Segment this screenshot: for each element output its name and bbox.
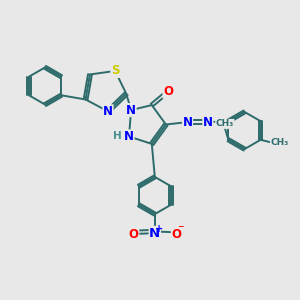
Text: O: O [171, 228, 182, 241]
Text: H: H [113, 131, 122, 141]
Text: O: O [129, 228, 139, 241]
Text: N: N [149, 226, 160, 239]
Text: O: O [163, 85, 173, 98]
Text: +: + [155, 224, 163, 233]
Text: N: N [126, 103, 136, 117]
Text: N: N [182, 116, 193, 129]
Text: N: N [203, 116, 213, 129]
Text: N: N [124, 130, 134, 143]
Text: N: N [103, 105, 113, 118]
Text: ⁻: ⁻ [178, 223, 184, 236]
Text: S: S [111, 64, 119, 77]
Text: CH₃: CH₃ [270, 138, 289, 147]
Text: CH₃: CH₃ [216, 119, 234, 128]
